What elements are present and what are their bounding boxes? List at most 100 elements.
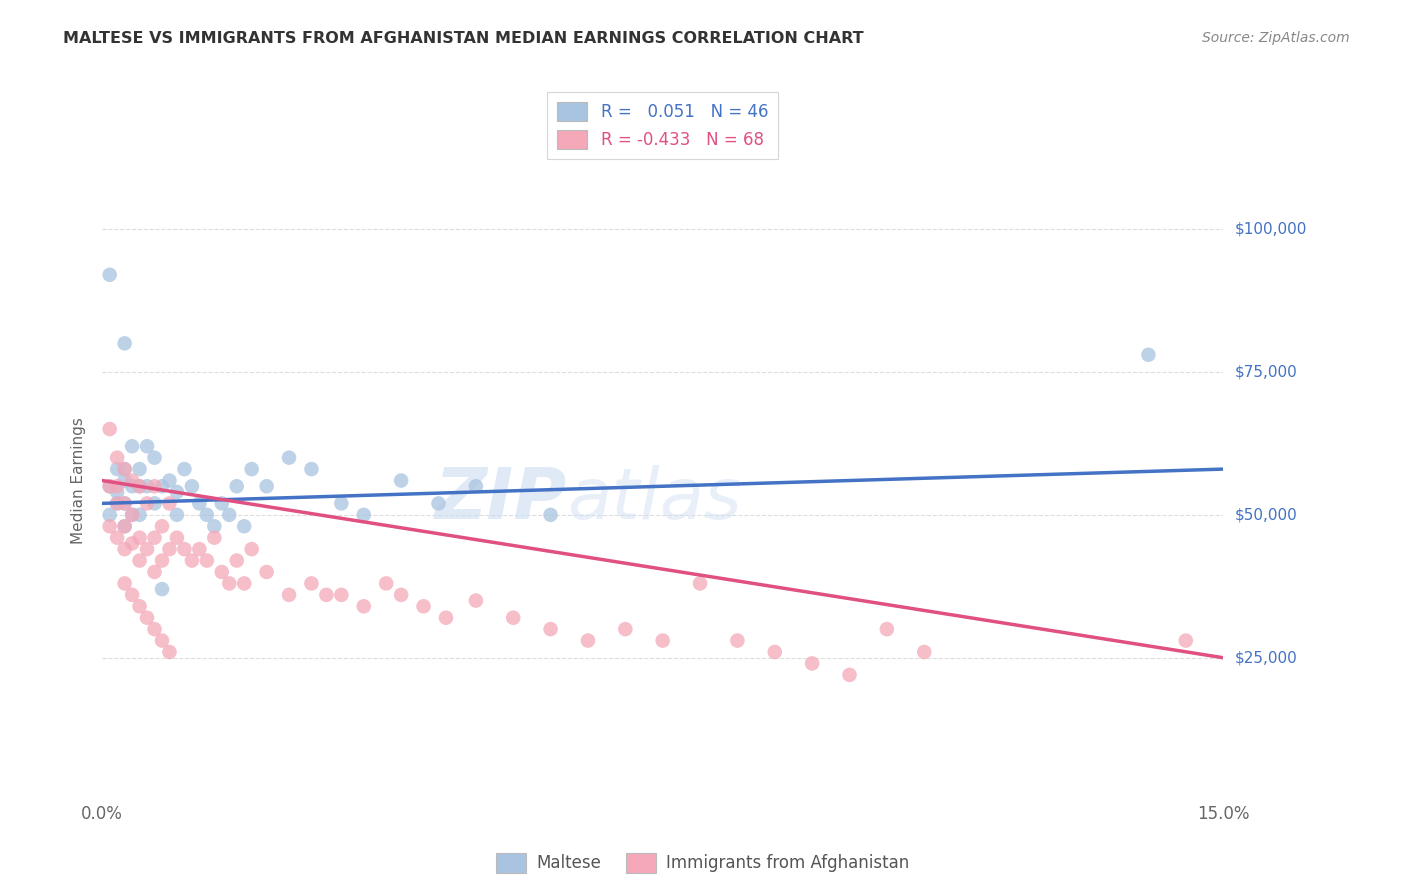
Point <box>278 450 301 465</box>
Point <box>136 439 159 453</box>
Point <box>98 508 121 522</box>
Point <box>180 479 202 493</box>
Point <box>121 508 143 522</box>
Point <box>301 576 323 591</box>
Point <box>98 268 121 282</box>
Point <box>256 479 278 493</box>
Point <box>166 485 188 500</box>
Point <box>801 657 824 671</box>
Point <box>412 599 434 614</box>
Point <box>464 593 486 607</box>
Point <box>330 496 353 510</box>
Text: ZIP: ZIP <box>434 466 568 534</box>
Point <box>434 611 457 625</box>
Point <box>912 645 935 659</box>
Point <box>225 479 247 493</box>
Point <box>159 474 181 488</box>
Point <box>256 565 278 579</box>
Point <box>211 496 233 510</box>
Point <box>105 462 128 476</box>
Point <box>121 439 143 453</box>
Point <box>143 531 166 545</box>
Point <box>614 622 637 636</box>
Point <box>202 531 225 545</box>
Legend: Maltese, Immigrants from Afghanistan: Maltese, Immigrants from Afghanistan <box>489 847 917 880</box>
Point <box>225 553 247 567</box>
Point <box>173 462 195 476</box>
Point <box>464 479 486 493</box>
Text: atlas: atlas <box>568 466 742 534</box>
Point <box>143 565 166 579</box>
Point <box>98 519 121 533</box>
Point <box>143 496 166 510</box>
Point <box>159 496 181 510</box>
Point <box>136 542 159 557</box>
Point <box>121 479 143 493</box>
Point <box>105 485 128 500</box>
Point <box>128 531 150 545</box>
Point <box>233 519 256 533</box>
Point <box>128 479 150 493</box>
Point <box>114 496 136 510</box>
Point <box>540 622 562 636</box>
Point <box>330 588 353 602</box>
Point <box>1174 633 1197 648</box>
Point <box>218 576 240 591</box>
Point <box>576 633 599 648</box>
Point <box>211 565 233 579</box>
Text: $75,000: $75,000 <box>1234 365 1296 379</box>
Point <box>763 645 786 659</box>
Point <box>150 633 173 648</box>
Point <box>150 519 173 533</box>
Point <box>218 508 240 522</box>
Point <box>427 496 450 510</box>
Point <box>188 542 211 557</box>
Point <box>105 531 128 545</box>
Point <box>114 462 136 476</box>
Text: MALTESE VS IMMIGRANTS FROM AFGHANISTAN MEDIAN EARNINGS CORRELATION CHART: MALTESE VS IMMIGRANTS FROM AFGHANISTAN M… <box>63 31 863 46</box>
Point <box>838 668 860 682</box>
Point <box>389 588 412 602</box>
Text: Source: ZipAtlas.com: Source: ZipAtlas.com <box>1202 31 1350 45</box>
Text: $25,000: $25,000 <box>1234 650 1296 665</box>
Point <box>105 496 128 510</box>
Point <box>202 519 225 533</box>
Point <box>128 508 150 522</box>
Point <box>128 553 150 567</box>
Point <box>240 462 263 476</box>
Point <box>143 479 166 493</box>
Point <box>136 496 159 510</box>
Point <box>150 582 173 596</box>
Point <box>159 645 181 659</box>
Point <box>105 450 128 465</box>
Y-axis label: Median Earnings: Median Earnings <box>72 417 86 544</box>
Point <box>98 422 121 436</box>
Point <box>98 479 121 493</box>
Point <box>114 336 136 351</box>
Point <box>725 633 748 648</box>
Point <box>136 479 159 493</box>
Point <box>128 479 150 493</box>
Point <box>128 462 150 476</box>
Point <box>114 542 136 557</box>
Point <box>150 553 173 567</box>
Point <box>143 450 166 465</box>
Point <box>166 531 188 545</box>
Point <box>1137 348 1160 362</box>
Point <box>876 622 898 636</box>
Point <box>502 611 524 625</box>
Point <box>375 576 398 591</box>
Point <box>173 542 195 557</box>
Point <box>159 542 181 557</box>
Point <box>689 576 711 591</box>
Point <box>143 622 166 636</box>
Point <box>540 508 562 522</box>
Point <box>121 536 143 550</box>
Point <box>651 633 673 648</box>
Point <box>114 576 136 591</box>
Legend: R =   0.051   N = 46, R = -0.433   N = 68: R = 0.051 N = 46, R = -0.433 N = 68 <box>547 92 778 159</box>
Point <box>121 474 143 488</box>
Point <box>301 462 323 476</box>
Point <box>136 611 159 625</box>
Point <box>389 474 412 488</box>
